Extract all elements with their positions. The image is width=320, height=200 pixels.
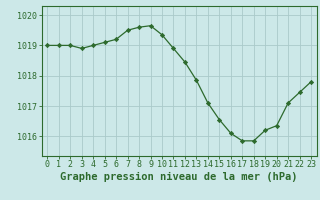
- X-axis label: Graphe pression niveau de la mer (hPa): Graphe pression niveau de la mer (hPa): [60, 172, 298, 182]
